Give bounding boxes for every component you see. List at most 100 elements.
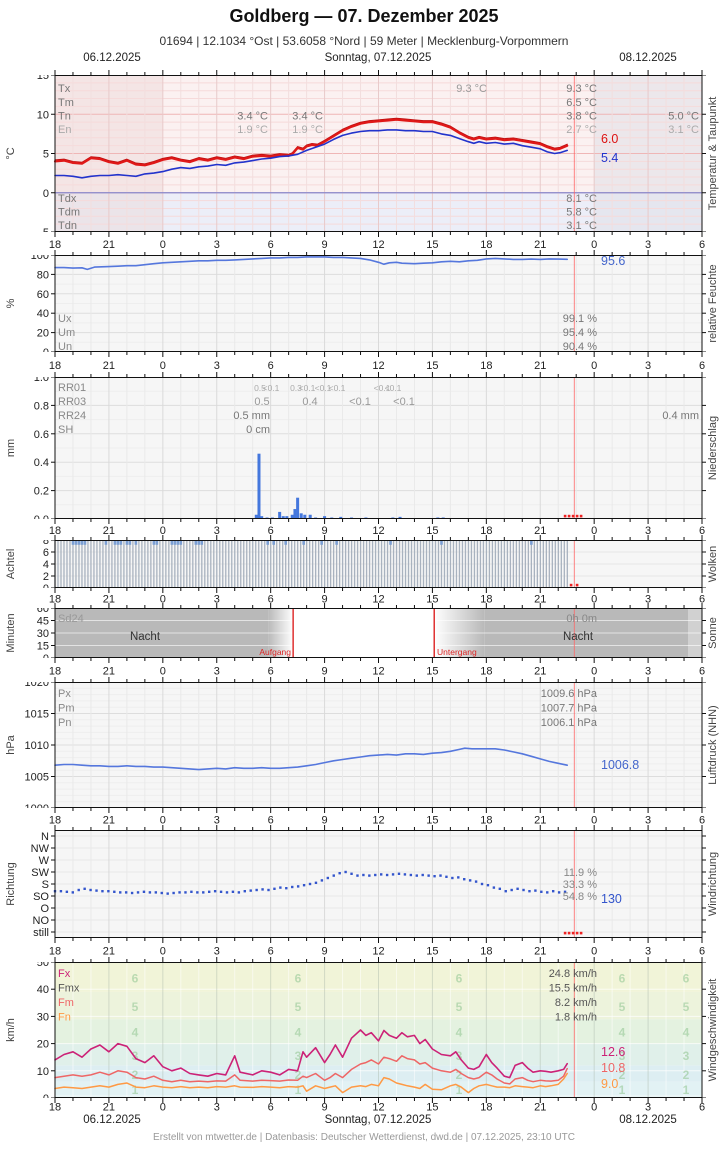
svg-text:30: 30 xyxy=(37,628,49,640)
svg-text:6: 6 xyxy=(699,1102,705,1114)
x-axis-row-2: 18 21 0 3 6 9 12 15 18 21 0 3 6 xyxy=(49,352,705,377)
page-title: Goldberg — 07. Dezember 2025 xyxy=(229,6,499,26)
svg-text:6: 6 xyxy=(268,666,274,678)
svg-text:0: 0 xyxy=(160,594,166,606)
svg-text:12: 12 xyxy=(372,594,384,606)
date-next-day: 08.12.2025 xyxy=(619,52,677,64)
svg-text:SO: SO xyxy=(33,891,49,903)
svg-text:1007.7 hPa: 1007.7 hPa xyxy=(541,703,598,715)
date-main-day-bottom: Sonntag, 07.12.2025 xyxy=(324,1114,432,1126)
svg-text:18: 18 xyxy=(480,1102,492,1114)
svg-text:1000: 1000 xyxy=(25,803,49,808)
svg-text:3.1 °C: 3.1 °C xyxy=(566,220,597,232)
svg-text:Pn: Pn xyxy=(58,717,71,729)
svg-text:3.8 °C: 3.8 °C xyxy=(566,111,597,123)
svg-text:21: 21 xyxy=(103,360,115,372)
svg-text:Nacht: Nacht xyxy=(130,631,161,643)
svg-text:1: 1 xyxy=(683,1083,690,1097)
svg-text:S: S xyxy=(42,879,49,891)
svg-text:Aufgang: Aufgang xyxy=(259,647,291,657)
svg-text:18: 18 xyxy=(480,946,492,958)
svg-text:5: 5 xyxy=(456,1000,463,1014)
svg-text:En: En xyxy=(58,124,71,136)
date-main-day: Sonntag, 07.12.2025 xyxy=(324,52,432,64)
svg-text:6: 6 xyxy=(268,525,274,537)
svg-text:6.0: 6.0 xyxy=(601,132,618,146)
svg-text:9: 9 xyxy=(322,666,328,678)
svg-text:3: 3 xyxy=(214,239,220,251)
station-subtitle: 01694 | 12.1034 °Ost | 53.6058 °Nord | 5… xyxy=(159,34,569,48)
svg-text:21: 21 xyxy=(534,815,546,827)
panel-sun: 604530150 Minuten Sonne Sd24 0h 0m Nacht Nacht… xyxy=(5,608,719,658)
svg-text:0: 0 xyxy=(160,525,166,537)
svg-text:0: 0 xyxy=(43,653,49,658)
svg-text:5: 5 xyxy=(43,149,49,161)
svg-text:Pm: Pm xyxy=(58,703,75,715)
svg-text:3: 3 xyxy=(132,1049,139,1063)
svg-text:Fn: Fn xyxy=(58,1012,71,1024)
svg-text:9: 9 xyxy=(322,239,328,251)
svg-text:40: 40 xyxy=(37,308,49,320)
svg-text:3: 3 xyxy=(645,946,651,958)
svg-text:12: 12 xyxy=(372,239,384,251)
svg-text:3: 3 xyxy=(645,360,651,372)
svg-text:Tm: Tm xyxy=(58,97,74,109)
svg-text:6: 6 xyxy=(268,360,274,372)
svg-text:20: 20 xyxy=(37,1039,49,1051)
svg-text:2: 2 xyxy=(683,1068,690,1082)
svg-text:6.5 °C: 6.5 °C xyxy=(566,97,597,109)
svg-text:3: 3 xyxy=(645,594,651,606)
svg-text:9: 9 xyxy=(322,525,328,537)
svg-text:12: 12 xyxy=(372,360,384,372)
svg-text:21: 21 xyxy=(103,815,115,827)
svg-text:2: 2 xyxy=(456,1068,463,1082)
svg-text:6: 6 xyxy=(699,239,705,251)
svg-text:4: 4 xyxy=(295,1026,302,1040)
svg-text:21: 21 xyxy=(103,594,115,606)
svg-text:RR01: RR01 xyxy=(58,382,86,394)
svg-text:21: 21 xyxy=(103,239,115,251)
svg-text:relative Feuchte: relative Feuchte xyxy=(707,264,719,342)
svg-text:Ux: Ux xyxy=(58,313,72,325)
svg-text:8.1 °C: 8.1 °C xyxy=(566,193,597,205)
svg-text:1.9 °C: 1.9 °C xyxy=(292,124,323,136)
svg-text:1015: 1015 xyxy=(25,709,49,721)
svg-text:1.9 °C: 1.9 °C xyxy=(237,124,268,136)
svg-text:1: 1 xyxy=(295,1083,302,1097)
svg-text:5.8 °C: 5.8 °C xyxy=(566,207,597,219)
svg-text:0: 0 xyxy=(43,347,49,352)
svg-text:100: 100 xyxy=(31,255,49,262)
svg-text:3: 3 xyxy=(645,239,651,251)
svg-text:15: 15 xyxy=(426,946,438,958)
svg-text:21: 21 xyxy=(534,360,546,372)
svg-text:NW: NW xyxy=(31,843,50,855)
svg-text:Tdm: Tdm xyxy=(58,207,80,219)
svg-text:Un: Un xyxy=(58,341,72,352)
svg-text:Sonne: Sonne xyxy=(707,617,719,649)
svg-text:1009.6 hPa: 1009.6 hPa xyxy=(541,688,598,700)
date-prev-day-bottom: 06.12.2025 xyxy=(83,1114,141,1126)
svg-text:6: 6 xyxy=(683,971,690,985)
svg-text:O: O xyxy=(40,903,49,915)
svg-text:2.7 °C: 2.7 °C xyxy=(566,124,597,136)
svg-text:30: 30 xyxy=(37,1011,49,1023)
svg-text:0.3: 0.3 xyxy=(290,383,302,393)
svg-text:18: 18 xyxy=(49,525,61,537)
svg-text:5.0 °C: 5.0 °C xyxy=(668,111,699,123)
svg-text:0: 0 xyxy=(43,583,49,588)
svg-text:SH: SH xyxy=(58,424,73,436)
svg-text:12: 12 xyxy=(372,666,384,678)
svg-text:0: 0 xyxy=(591,360,597,372)
svg-text:3: 3 xyxy=(214,360,220,372)
svg-text:21: 21 xyxy=(534,946,546,958)
svg-text:4: 4 xyxy=(683,1026,690,1040)
svg-text:0: 0 xyxy=(591,594,597,606)
svg-text:18: 18 xyxy=(49,594,61,606)
svg-text:2: 2 xyxy=(295,1068,302,1082)
svg-text:1.8 km/h: 1.8 km/h xyxy=(555,1012,597,1024)
svg-text:RR03: RR03 xyxy=(58,396,86,408)
svg-text:0: 0 xyxy=(591,815,597,827)
svg-text:18: 18 xyxy=(480,594,492,606)
